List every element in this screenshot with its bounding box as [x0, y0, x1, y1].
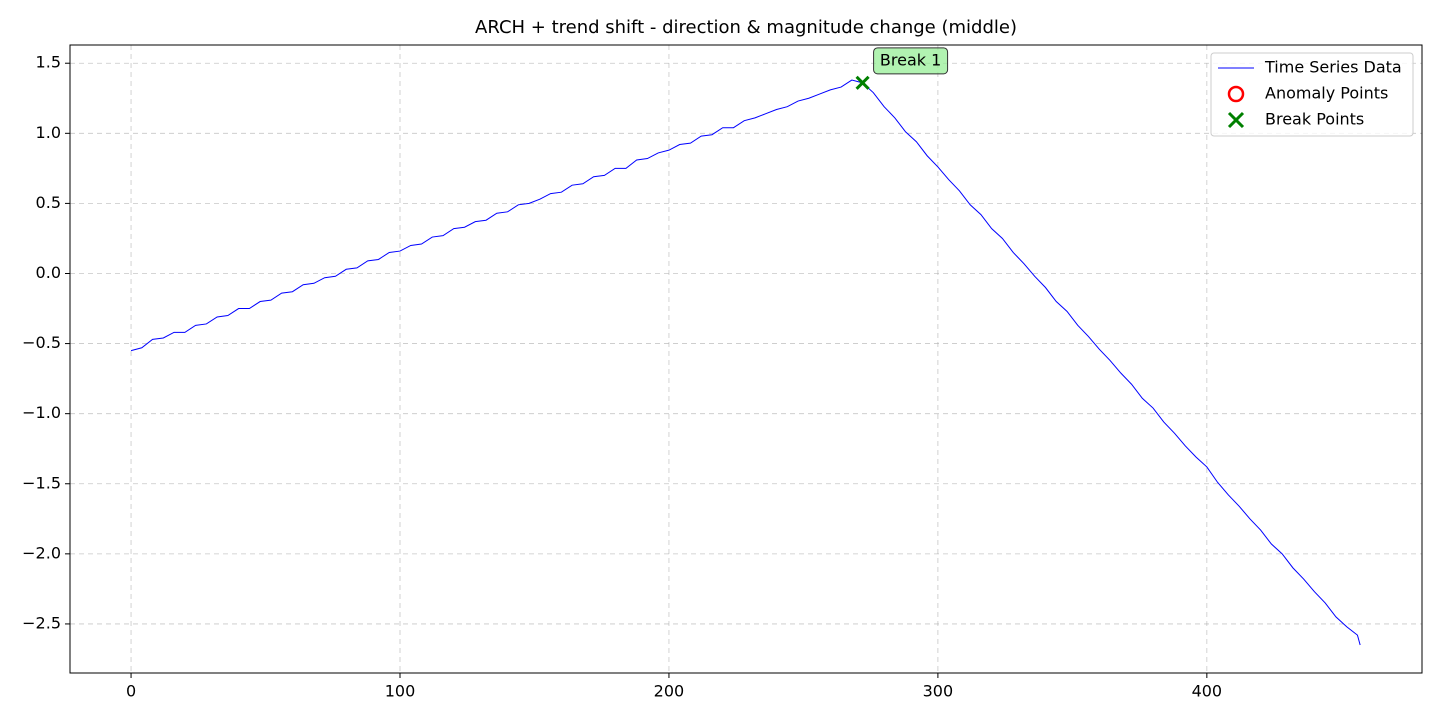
annotation-text: Break 1 — [880, 50, 941, 69]
x-tick-label: 300 — [923, 682, 954, 701]
x-tick-label: 100 — [385, 682, 416, 701]
chart-title: ARCH + trend shift - direction & magnitu… — [475, 17, 1017, 38]
x-tick-label: 400 — [1192, 682, 1223, 701]
legend-box — [1210, 52, 1414, 137]
y-tick-label: 0.0 — [36, 263, 61, 282]
y-tick-label: 1.5 — [36, 53, 61, 72]
legend-label: Break Points — [1265, 110, 1364, 129]
y-tick-label: −2.0 — [22, 543, 61, 562]
y-tick-label: −1.5 — [22, 473, 61, 492]
annotation-box — [873, 47, 949, 75]
y-tick-label: −0.5 — [22, 333, 61, 352]
data-line — [130, 79, 1361, 646]
y-tick-label: −1.0 — [22, 403, 61, 422]
legend-label: Anomaly Points — [1265, 84, 1388, 103]
x-tick-label: 200 — [654, 682, 685, 701]
y-tick-label: −2.5 — [22, 613, 61, 632]
y-tick-label: 0.5 — [36, 193, 61, 212]
y-tick-label: 1.0 — [36, 123, 61, 142]
legend-label: Time Series Data — [1264, 58, 1402, 77]
plot-frame — [69, 44, 1423, 674]
break-point — [855, 75, 870, 90]
legend-marker — [1227, 111, 1245, 129]
legend-marker — [1227, 85, 1245, 103]
x-tick-label: 0 — [126, 682, 136, 701]
